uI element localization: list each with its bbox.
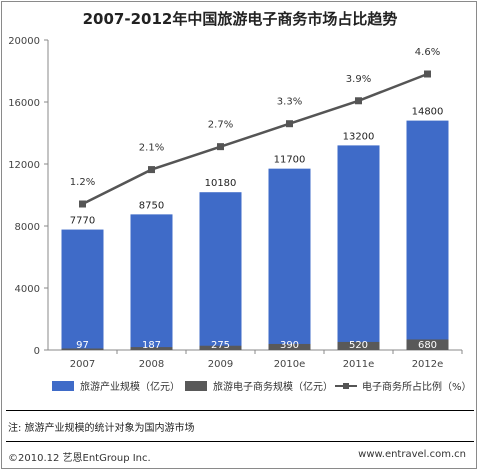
ratio-point bbox=[355, 97, 362, 105]
x-tick-label: 2010e bbox=[274, 359, 306, 370]
bar-label-tourism-industry: 13200 bbox=[343, 131, 375, 142]
note-text: 注: 旅游产业规模的统计对象为国内游市场 bbox=[8, 423, 195, 434]
ratio-point bbox=[286, 120, 293, 128]
ratio-label: 2.1% bbox=[139, 143, 164, 154]
x-tick-label: 2007 bbox=[70, 359, 95, 370]
x-tick-label: 2008 bbox=[139, 359, 164, 370]
bar-tourism-industry bbox=[337, 145, 380, 350]
ratio-line-path bbox=[81, 72, 428, 206]
y-tick-label: 8000 bbox=[15, 222, 40, 233]
ratio-label: 2.7% bbox=[208, 120, 233, 131]
ratio-label: 3.9% bbox=[346, 74, 371, 85]
ratio-line: 1.2% 2.1% 2.7% 3.3% 3.9% 4.6% bbox=[70, 47, 440, 208]
ratio-label: 3.3% bbox=[277, 97, 302, 108]
legend-swatch bbox=[185, 381, 207, 391]
divider-top bbox=[6, 410, 474, 411]
y-tick-label: 0 bbox=[34, 346, 40, 357]
bar-label-travel-ecommerce: 520 bbox=[349, 340, 368, 351]
ratio-point bbox=[148, 166, 155, 174]
bar-label-travel-ecommerce: 275 bbox=[211, 340, 230, 351]
y-tick-label: 4000 bbox=[15, 284, 40, 295]
bar-label-tourism-industry: 14800 bbox=[412, 107, 444, 118]
ratio-point bbox=[424, 70, 431, 78]
bar-label-travel-ecommerce: 680 bbox=[418, 340, 437, 351]
bar-travel-ecommerce bbox=[337, 341, 380, 350]
bar-travel-ecommerce bbox=[268, 343, 311, 350]
legend: 旅游产业规模（亿元） 旅游电子商务规模（亿元） 电子商务所占比例（%） bbox=[52, 380, 472, 393]
footer-website[interactable]: www.entravel.com.cn bbox=[358, 449, 466, 460]
axes: 0 4000 8000 12000 16000 20000 2007 2008 2009 2010… bbox=[8, 36, 463, 370]
y-tick-label: 12000 bbox=[8, 160, 40, 171]
x-tick-label: 2012e bbox=[412, 359, 444, 370]
y-tick-label: 16000 bbox=[8, 98, 40, 109]
bar-tourism-industry bbox=[61, 229, 104, 350]
bar-tourism-industry bbox=[130, 214, 173, 350]
legend-swatch bbox=[52, 381, 74, 391]
footer-copyright: ©2010.12 艺恩EntGroup Inc. bbox=[8, 453, 151, 464]
bar-label-travel-ecommerce: 187 bbox=[142, 340, 161, 351]
bar-tourism-industry bbox=[268, 168, 311, 350]
x-tick-label: 2009 bbox=[208, 359, 233, 370]
divider-bottom bbox=[6, 441, 474, 442]
legend-swatch-marker bbox=[343, 383, 349, 389]
ratio-label: 4.6% bbox=[415, 47, 440, 58]
bar-tourism-industry bbox=[199, 192, 242, 350]
bar-label-tourism-industry: 7770 bbox=[70, 216, 95, 227]
bar-travel-ecommerce bbox=[61, 348, 104, 350]
bar-travel-ecommerce bbox=[130, 347, 173, 350]
bar-label-tourism-industry: 8750 bbox=[139, 200, 164, 211]
chart-title: 2007-2012年中国旅游电子商务市场占比趋势 bbox=[82, 10, 398, 28]
bar-travel-ecommerce bbox=[406, 339, 449, 350]
legend-label: 旅游产业规模（亿元） bbox=[80, 380, 180, 393]
bar-travel-ecommerce bbox=[199, 345, 242, 350]
ratio-point bbox=[79, 200, 86, 208]
ratio-point bbox=[217, 143, 224, 151]
bars: 7770 97 8750 187 10180 275 11700 390 13200 520 148… bbox=[61, 107, 449, 351]
ratio-label: 1.2% bbox=[70, 177, 95, 188]
bar-label-travel-ecommerce: 390 bbox=[280, 340, 299, 351]
legend-label: 旅游电子商务规模（亿元） bbox=[213, 380, 333, 393]
x-tick-label: 2011e bbox=[343, 359, 375, 370]
bar-label-tourism-industry: 11700 bbox=[274, 155, 306, 166]
y-tick-label: 20000 bbox=[8, 36, 40, 47]
bar-label-travel-ecommerce: 97 bbox=[76, 340, 89, 351]
bar-label-tourism-industry: 10180 bbox=[205, 178, 237, 189]
bar-tourism-industry bbox=[406, 120, 449, 350]
legend-label: 电子商务所占比例（%） bbox=[362, 380, 472, 393]
